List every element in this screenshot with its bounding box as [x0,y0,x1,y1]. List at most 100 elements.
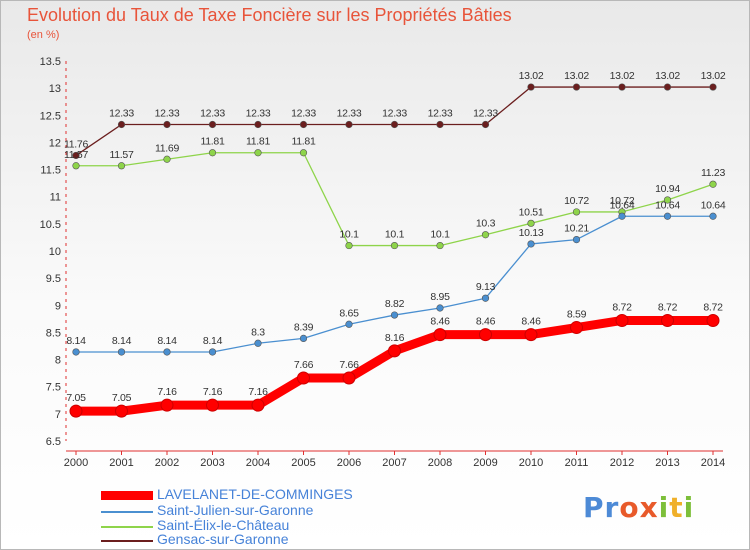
data-point [117,120,126,129]
data-label: 11.23 [701,167,725,179]
data-point [72,162,80,170]
data-point [390,241,399,250]
data-point [436,120,444,129]
data-label: 10.13 [519,227,544,239]
data-point [527,219,535,227]
data-point [299,334,308,343]
data-label: 8.72 [612,301,632,313]
y-tick-label: 12.5 [40,110,61,122]
y-tick-label: 8.5 [46,327,61,339]
x-tick-label: 2009 [473,457,497,469]
data-point [527,240,535,248]
data-label: 11.57 [110,149,134,161]
data-point [388,344,401,358]
data-point [570,321,583,335]
data-label: 11.57 [64,149,88,161]
data-point [208,149,217,157]
data-label: 11.81 [201,136,225,148]
data-point [709,83,717,91]
data-label: 7.16 [157,386,177,398]
data-label: 7.66 [339,359,359,371]
data-point [72,348,80,356]
legend-label: Saint-Élix-le-Château [157,517,290,533]
data-label: 8.14 [112,335,132,347]
data-label: 7.66 [294,359,314,371]
y-tick-label: 10 [49,246,61,258]
data-point [618,83,626,91]
data-label: 8.82 [385,298,405,310]
data-point [345,120,353,129]
data-point [208,348,217,356]
y-tick-label: 10.5 [40,219,61,231]
y-tick-label: 7.5 [46,382,61,394]
data-point [160,398,174,412]
data-label: 11.81 [292,136,316,148]
data-point [254,339,262,347]
data-label: 10.1 [339,229,359,241]
data-label: 13.02 [519,70,544,82]
data-point [661,313,674,327]
legend-label: Gensac-sur-Garonne [157,531,289,547]
y-tick-label: 9.5 [46,273,61,285]
x-tick-label: 2002 [155,457,179,469]
data-point [524,328,538,342]
data-label: 8.14 [203,335,223,347]
data-label: 13.02 [564,70,589,82]
data-label: 8.59 [567,309,587,321]
data-point [254,120,262,129]
x-tick-label: 2012 [610,457,634,469]
data-label: 10.72 [564,195,589,207]
legend-swatch [101,491,153,500]
data-point [436,241,444,250]
chart-subtitle: (en %) [27,29,60,41]
data-label: 12.33 [337,108,362,120]
x-tick-label: 2007 [382,457,406,469]
data-label: 13.02 [701,70,726,82]
x-tick-label: 2014 [701,457,725,469]
data-label: 9.13 [476,281,496,293]
y-tick-label: 13.5 [40,56,61,68]
data-label: 10.3 [476,218,496,230]
data-label: 12.33 [155,108,180,120]
data-label: 10.1 [385,229,405,241]
data-point [527,83,535,91]
x-tick-label: 2000 [64,457,88,469]
data-label: 8.14 [157,335,177,347]
data-point [342,371,356,385]
data-label: 12.33 [200,108,225,120]
data-label: 7.05 [66,392,86,404]
x-tick-label: 2005 [291,457,315,469]
data-point [206,398,219,412]
data-label: 8.65 [339,307,359,319]
data-point [117,348,126,356]
y-tick-label: 9 [55,300,61,312]
data-point [390,311,399,319]
data-label: 8.72 [658,301,678,313]
data-point [481,120,490,129]
legend-swatch [101,511,153,513]
data-point [69,404,83,418]
data-point [618,212,626,220]
data-point [663,212,672,220]
data-label: 11.69 [155,142,179,154]
data-point [572,236,581,244]
data-label: 7.05 [112,392,132,404]
x-tick-label: 2004 [246,457,270,469]
chart-title: Evolution du Taux de Taxe Foncière sur l… [27,5,512,25]
data-label: 11.81 [246,136,270,148]
x-tick-label: 2013 [655,457,679,469]
data-label: 13.02 [610,70,635,82]
legend-label: Saint-Julien-sur-Garonne [157,502,314,518]
x-tick-label: 2008 [428,457,452,469]
x-tick-label: 2011 [565,457,589,469]
data-point [299,120,308,129]
data-point [208,120,217,129]
data-label: 10.72 [610,195,635,207]
data-label: 8.95 [430,291,450,303]
data-point [163,155,171,163]
data-point [479,328,492,342]
y-tick-label: 7 [55,409,61,421]
data-label: 8.46 [430,316,450,328]
data-label: 8.72 [703,301,723,313]
